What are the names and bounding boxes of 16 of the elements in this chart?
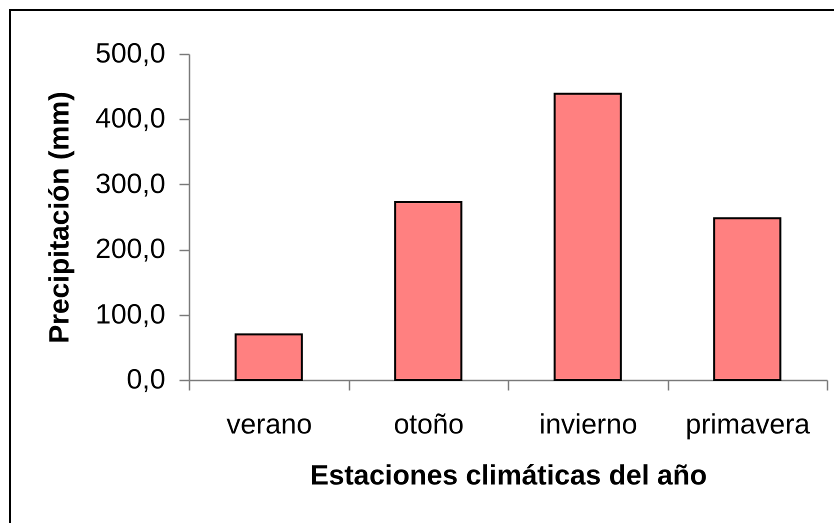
y-tick-label: 100,0 bbox=[95, 298, 166, 330]
bar bbox=[713, 217, 782, 381]
x-tick-label: otoño bbox=[394, 408, 464, 440]
bar bbox=[394, 201, 462, 381]
y-tick-label: 500,0 bbox=[95, 38, 166, 68]
bar bbox=[554, 92, 622, 381]
bar bbox=[234, 333, 303, 381]
x-tick-label: primavera bbox=[686, 408, 810, 440]
y-tick-label: 200,0 bbox=[95, 233, 166, 264]
y-axis-title: Precipitación (mm) bbox=[44, 91, 74, 344]
y-tick-label: 300,0 bbox=[95, 168, 166, 199]
x-tick-label: verano bbox=[226, 408, 312, 440]
x-tick-label: invierno bbox=[539, 408, 638, 440]
x-axis-title: Estaciones climáticas del año bbox=[310, 460, 707, 490]
y-tick-label: 0,0 bbox=[126, 364, 166, 394]
y-tick-label: 400,0 bbox=[95, 102, 166, 134]
